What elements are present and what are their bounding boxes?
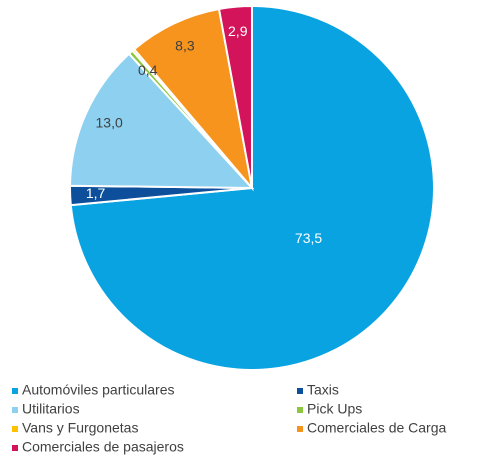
legend-label: Vans y Furgonetas (22, 420, 138, 436)
data-label: 2,9 (228, 23, 248, 39)
data-label: 13,0 (96, 115, 123, 131)
legend-swatch (12, 426, 18, 432)
legend-label: Taxis (307, 382, 339, 398)
legend-label: Automóviles particulares (22, 382, 175, 398)
legend-label: Comerciales de Carga (307, 420, 446, 436)
legend-swatch (12, 445, 18, 451)
data-label: 73,5 (295, 230, 322, 246)
data-label: 1,7 (86, 185, 106, 201)
pie-slice (217, 4, 253, 189)
data-label: 0,4 (138, 62, 158, 78)
legend-swatch (12, 388, 18, 394)
pie-slice (132, 7, 254, 192)
pie-slice (69, 52, 255, 190)
data-label: 8,3 (175, 37, 195, 53)
legend-label: Utilitarios (22, 401, 80, 417)
legend-swatch (12, 407, 18, 413)
legend-label: Comerciales de pasajeros (22, 439, 184, 455)
legend-swatch (297, 426, 303, 432)
legend-swatch (297, 388, 303, 394)
legend-label: Pick Ups (307, 401, 362, 417)
legend-swatch (297, 407, 303, 413)
